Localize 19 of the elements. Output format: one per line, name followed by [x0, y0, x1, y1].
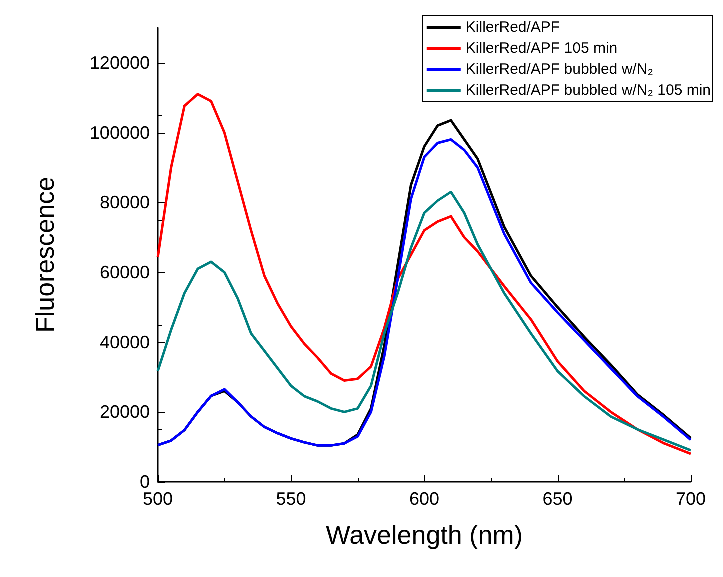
x-tick-label: 700 [676, 489, 706, 509]
legend-label: KillerRed/APF 105 min [466, 40, 618, 57]
x-tick-label: 600 [409, 489, 440, 509]
y-tick-label: 100000 [90, 122, 150, 143]
legend-label: KillerRed/APF [466, 19, 560, 36]
y-tick-label: 120000 [90, 52, 150, 73]
y-tick-label: 80000 [100, 192, 150, 213]
y-tick-label: 0 [140, 472, 150, 492]
legend-label: KillerRed/APF bubbled w/N₂ [466, 61, 654, 78]
y-tick-label: 60000 [100, 262, 150, 282]
legend-label: KillerRed/APF bubbled w/N₂ 105 min [466, 82, 712, 99]
y-axis-title: Fluorescence [30, 176, 60, 334]
x-tick-label: 500 [142, 489, 174, 509]
x-tick-label: 550 [276, 489, 306, 509]
x-tick-label: 650 [542, 489, 573, 509]
y-tick-label: 40000 [100, 332, 150, 352]
x-axis-title: Wavelength (nm) [326, 520, 523, 550]
line-series [156, 190, 692, 452]
y-tick-label: 20000 [100, 402, 150, 422]
